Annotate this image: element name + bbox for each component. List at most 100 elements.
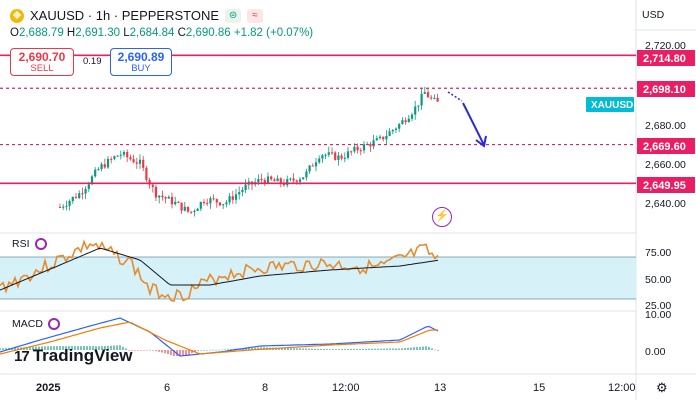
time-label: 12:00 [332, 382, 360, 394]
macd-bar [125, 348, 127, 350]
macd-bar [101, 346, 103, 350]
macd-bar [317, 348, 319, 350]
macd-bar [299, 348, 301, 350]
macd-bar [359, 348, 361, 350]
macd-bar [173, 350, 175, 356]
candle-body [407, 118, 410, 123]
candle-body [145, 167, 148, 180]
gear-icon[interactable]: ⚙ [656, 380, 668, 395]
candle-body [308, 165, 311, 172]
arrow-head-icon [475, 135, 487, 148]
price-tick: 2,660.00 [645, 159, 686, 171]
level-badge-label: 2,698.10 [643, 84, 686, 96]
compare-icon[interactable]: ≈ [247, 8, 264, 23]
macd-bar [38, 346, 40, 350]
buy-button[interactable]: 2,690.89 BUY [110, 48, 172, 76]
buy-label: BUY [131, 63, 151, 74]
candle-body [167, 196, 170, 199]
macd-bar [308, 348, 310, 350]
candle-body [62, 206, 65, 208]
macd-bar [305, 348, 307, 350]
macd-bar [350, 348, 352, 350]
macd-bar [380, 348, 382, 350]
macd-bar [146, 349, 148, 351]
macd-bar [401, 348, 403, 350]
indicator-settings-icon[interactable] [47, 318, 60, 330]
candle-body [327, 152, 330, 155]
candle-body [337, 155, 340, 160]
macd-bar [251, 347, 253, 350]
sell-button[interactable]: 2,690.70 SELL [10, 48, 74, 76]
macd-bar [284, 347, 286, 350]
macd-bar [386, 348, 388, 350]
candles [58, 86, 439, 217]
close-value: 2,690.86 [185, 27, 231, 39]
macd-bar [257, 347, 259, 350]
market-status-icon[interactable]: ⊜ [225, 8, 242, 23]
macd-tick: 0.00 [645, 346, 666, 358]
macd-bar [44, 346, 46, 350]
candle-body [343, 157, 346, 159]
candle-body [190, 211, 193, 213]
currency-selector[interactable]: USD [642, 9, 665, 21]
candle-body [378, 136, 382, 139]
candle-body [385, 135, 388, 140]
sell-price: 2,690.70 [18, 50, 66, 64]
macd-bar [5, 348, 7, 350]
macd-bar [332, 349, 334, 350]
macd-bar [104, 346, 106, 350]
candle-body [362, 144, 366, 151]
macd-bar [59, 346, 61, 350]
indicator-settings-icon[interactable] [34, 238, 47, 250]
macd-bar [83, 346, 85, 350]
chart-header: XAUUSD · 1h · PEPPERSTONE ⊜ ≈ [10, 8, 264, 23]
macd-legend[interactable]: MACD [12, 318, 60, 330]
macd-bar [245, 348, 247, 350]
macd-bar [68, 346, 70, 350]
macd-bar [71, 346, 73, 350]
candle-body [174, 201, 177, 205]
candle-body [282, 183, 286, 186]
candle-body [161, 195, 164, 198]
macd-bar [254, 347, 256, 350]
macd-bar [95, 346, 97, 350]
macd-tick: 10.00 [645, 309, 671, 321]
macd-bar [89, 346, 91, 350]
high-label: H [66, 27, 76, 39]
candle-body [426, 92, 430, 98]
macd-bar [278, 347, 280, 350]
lightning-icon[interactable]: ⚡ [432, 207, 452, 227]
macd-bar [56, 346, 58, 350]
candle-body [382, 136, 385, 140]
candle-body [218, 202, 222, 206]
candle-body [209, 198, 212, 204]
level-badge-label: 2,714.80 [643, 53, 686, 65]
candle-body [129, 157, 132, 160]
symbol-title[interactable]: XAUUSD · 1h · PEPPERSTONE [30, 8, 220, 23]
macd-bar [113, 345, 115, 350]
macd-bar [62, 346, 64, 350]
candle-body [430, 97, 433, 99]
price-tick: 2,720.00 [645, 40, 686, 52]
high-value: 2,691.30 [75, 27, 120, 39]
macd-bar [353, 348, 355, 350]
candle-body [58, 206, 62, 208]
macd-bar [80, 346, 82, 350]
candle-body [110, 158, 113, 160]
macd-bar [188, 350, 190, 355]
macd-bar [341, 349, 343, 350]
macd-bar [410, 347, 412, 350]
macd-bar [119, 345, 121, 350]
macd-bar [161, 350, 163, 353]
candle-body [231, 196, 234, 200]
candle-body [74, 196, 78, 198]
macd-bar [422, 346, 424, 350]
macd-bar [203, 349, 205, 351]
candle-body [151, 184, 154, 187]
price-tick: 2,680.00 [645, 120, 686, 132]
candle-body [305, 171, 308, 178]
rsi-legend[interactable]: RSI [12, 238, 47, 250]
candle-body [334, 152, 337, 160]
macd-bar [149, 349, 151, 351]
